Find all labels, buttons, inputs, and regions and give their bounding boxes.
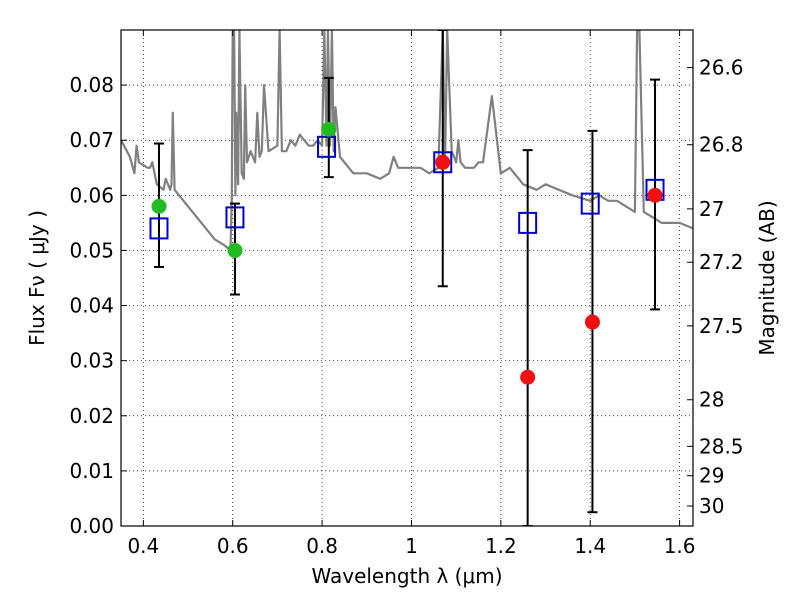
axis-ticks: 0.4 0.6 0.8 1 1.2 1.4 1.6 0.00 0.01 0.02 0.03 0.04 0… bbox=[69, 30, 744, 558]
y-axis-label: Flux Fν ( μJy ) bbox=[25, 210, 49, 346]
right-axis-tick-label: 26.8 bbox=[699, 133, 744, 157]
x-tick-label: 0.6 bbox=[217, 534, 249, 558]
x-tick-label: 1.2 bbox=[485, 534, 517, 558]
spectrum-line bbox=[121, 30, 693, 252]
y-tick-label: 0.06 bbox=[69, 183, 114, 207]
x-tick-label: 1.4 bbox=[574, 534, 606, 558]
x-tick-label: 1 bbox=[405, 534, 418, 558]
data-point bbox=[520, 369, 536, 385]
right-axis-label: Magnitude (AB) bbox=[755, 200, 779, 355]
y-tick-label: 0.01 bbox=[69, 459, 114, 483]
right-axis-tick-label: 26.6 bbox=[699, 56, 744, 80]
right-axis-tick-label: 28 bbox=[699, 388, 724, 412]
data-point bbox=[321, 121, 337, 137]
model-square bbox=[518, 211, 538, 234]
right-axis-tick-label: 27.5 bbox=[699, 314, 744, 338]
y-tick-label: 0.03 bbox=[69, 349, 114, 373]
data-point bbox=[584, 314, 600, 330]
model-square bbox=[149, 217, 169, 240]
data-point bbox=[647, 187, 663, 203]
right-axis-tick-label: 27.2 bbox=[699, 250, 744, 274]
data-point bbox=[151, 198, 167, 214]
y-tick-label: 0.05 bbox=[69, 238, 114, 262]
y-tick-label: 0.08 bbox=[69, 73, 114, 97]
model-square bbox=[225, 206, 245, 229]
x-tick-label: 0.4 bbox=[127, 534, 159, 558]
y-tick-label: 0.04 bbox=[69, 294, 114, 318]
right-axis-tick-label: 29 bbox=[699, 464, 724, 488]
plot-frame bbox=[120, 29, 694, 527]
x-axis-label: Wavelength λ (μm) bbox=[311, 564, 502, 588]
model-square bbox=[580, 192, 600, 215]
y-tick-label: 0.02 bbox=[69, 404, 114, 428]
data-point bbox=[227, 242, 243, 258]
y-tick-label: 0.07 bbox=[69, 128, 114, 152]
y-tick-label: 0.00 bbox=[69, 514, 114, 538]
right-axis-tick-label: 28.5 bbox=[699, 434, 744, 458]
x-tick-label: 1.6 bbox=[664, 534, 696, 558]
model-square bbox=[433, 151, 453, 174]
plot-area bbox=[121, 30, 693, 526]
plot-content bbox=[121, 30, 693, 526]
right-axis-tick-label: 30 bbox=[699, 494, 724, 518]
model-square bbox=[317, 135, 337, 158]
x-tick-label: 0.8 bbox=[306, 534, 338, 558]
data-point bbox=[435, 154, 451, 170]
right-axis-tick-label: 27 bbox=[699, 197, 724, 221]
